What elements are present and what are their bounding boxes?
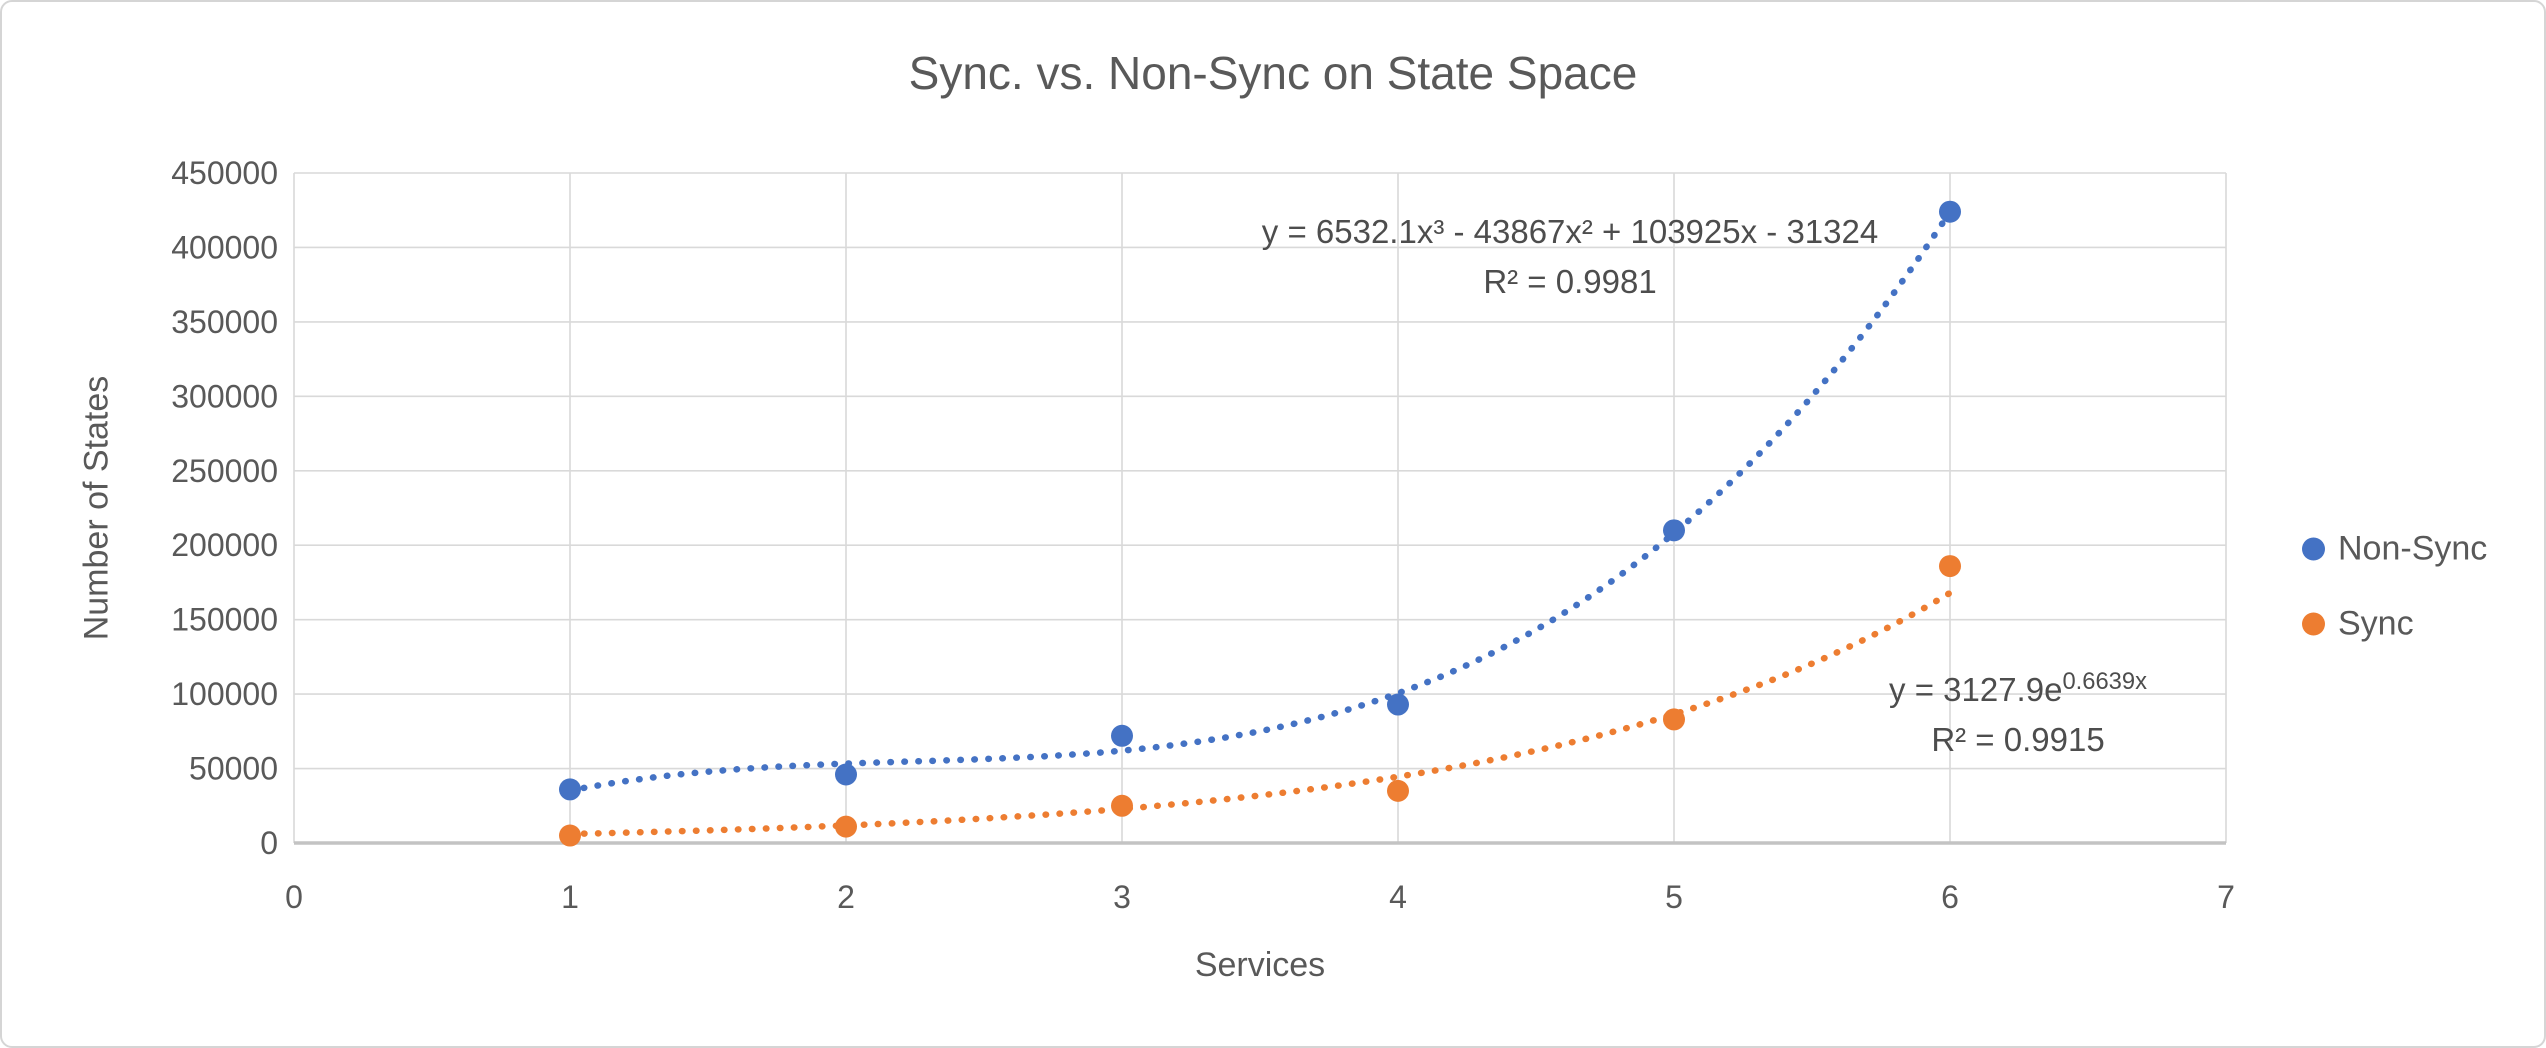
x-tick-label: 0 xyxy=(285,879,303,915)
trendline-equation-nonsync: y = 6532.1x³ - 43867x² + 103925x - 31324… xyxy=(1262,207,1878,307)
r-squared-nonsync: R² = 0.9981 xyxy=(1483,263,1657,300)
y-tick-label: 250000 xyxy=(171,453,278,489)
data-point-sync[interactable] xyxy=(835,815,857,838)
data-point-non-sync[interactable] xyxy=(559,778,581,801)
x-tick-label: 4 xyxy=(1389,879,1407,915)
equation-exponent-sync: 0.6639x xyxy=(2062,668,2147,695)
data-point-sync[interactable] xyxy=(1939,555,1961,578)
legend-item-nonsync[interactable]: Non-Sync xyxy=(2302,530,2487,569)
y-tick-label: 100000 xyxy=(171,676,278,712)
y-axis-title: Number of States xyxy=(77,375,116,641)
trendline-sync[interactable] xyxy=(566,589,1954,838)
data-point-sync[interactable] xyxy=(1663,708,1685,731)
x-tick-label: 6 xyxy=(1941,879,1959,915)
data-point-sync[interactable] xyxy=(1111,794,1133,817)
legend-marker-nonsync-icon xyxy=(2302,537,2325,561)
data-point-non-sync[interactable] xyxy=(1663,519,1685,542)
x-tick-label: 1 xyxy=(561,879,579,915)
data-point-sync[interactable] xyxy=(1387,779,1409,802)
legend-label-sync: Sync xyxy=(2338,604,2414,643)
equation-text-nonsync: y = 6532.1x³ - 43867x² + 103925x - 31324 xyxy=(1261,213,1879,250)
y-tick-label: 0 xyxy=(260,825,278,861)
data-point-non-sync[interactable] xyxy=(1387,693,1409,716)
chart-title: Sync. vs. Non-Sync on State Space xyxy=(908,47,1638,99)
y-tick-label: 50000 xyxy=(189,751,278,787)
equation-text-sync: y = 3127.9e0.6639x xyxy=(1889,665,2147,715)
data-point-non-sync[interactable] xyxy=(1939,200,1961,223)
legend-marker-sync-icon xyxy=(2302,612,2325,636)
trendline-non-sync[interactable] xyxy=(566,208,1954,794)
data-point-non-sync[interactable] xyxy=(1111,724,1133,747)
x-tick-label: 3 xyxy=(1113,879,1131,915)
trendline-equation-sync: y = 3127.9e0.6639x R² = 0.9915 xyxy=(1889,665,2147,765)
y-tick-label: 400000 xyxy=(171,229,278,265)
x-tick-label: 5 xyxy=(1665,879,1683,915)
y-tick-label: 150000 xyxy=(171,602,278,638)
y-tick-label: 200000 xyxy=(171,527,278,563)
y-tick-label: 450000 xyxy=(171,155,278,191)
y-tick-label: 300000 xyxy=(171,378,278,414)
r-squared-sync: R² = 0.9915 xyxy=(1931,721,2105,758)
legend-item-sync[interactable]: Sync xyxy=(2302,605,2414,644)
y-tick-label: 350000 xyxy=(171,304,278,340)
equation-base-sync: y = 3127.9e xyxy=(1889,671,2063,708)
x-tick-label: 7 xyxy=(2217,879,2235,915)
x-axis-title: Services xyxy=(1194,946,1326,984)
legend-label-nonsync: Non-Sync xyxy=(2338,529,2488,568)
data-point-sync[interactable] xyxy=(559,824,581,847)
x-tick-label: 2 xyxy=(837,879,855,915)
data-point-non-sync[interactable] xyxy=(835,763,857,786)
